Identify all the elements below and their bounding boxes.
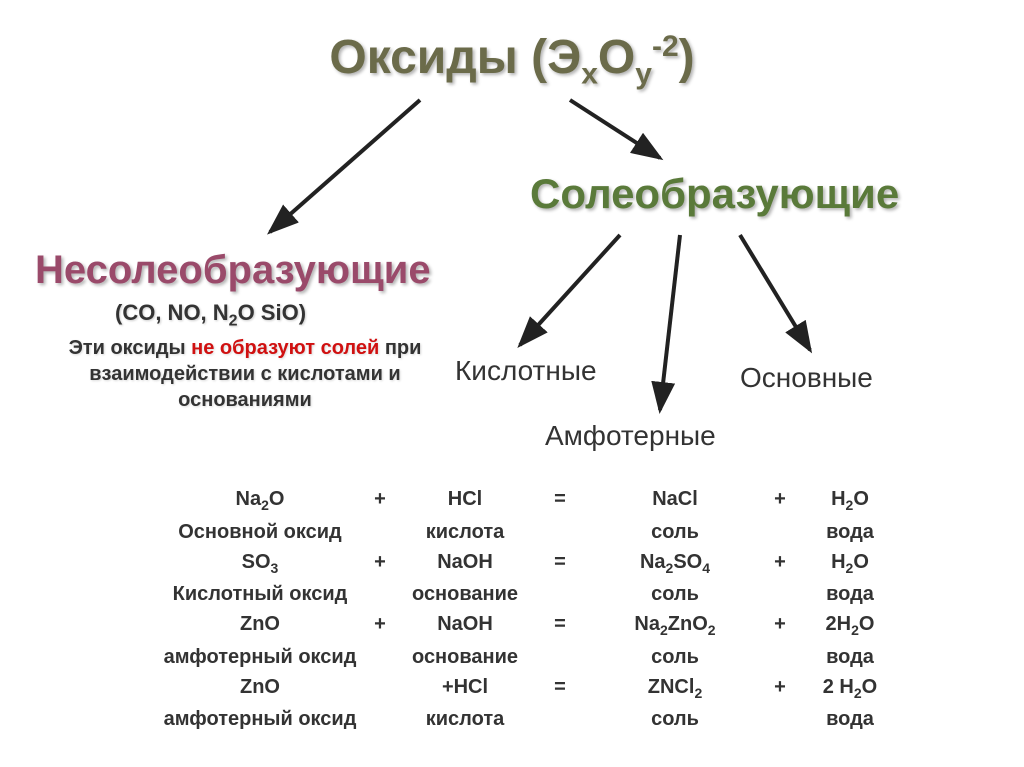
non-salt-examples: (CO, NO, N2O SiO)	[115, 300, 306, 330]
equation-row: ZnO+HCl=ZNCl2+2 H2O	[160, 673, 920, 704]
title-prefix: Оксиды (Э	[329, 31, 581, 84]
nse-prefix: (CO, NO, N	[115, 300, 229, 325]
nse-sub: 2	[229, 312, 238, 329]
nse-suffix: O SiO)	[238, 300, 306, 325]
equation-row: SO3+NaOH=Na2SO4+H2O	[160, 548, 920, 579]
label-row: Основной оксидкислотасольвода	[160, 518, 920, 546]
title-sub1: х	[581, 58, 598, 91]
title-mid: О	[598, 31, 635, 84]
equations-block: Na2O+HCl=NaCl+H2OОсновной оксидкислотасо…	[160, 485, 920, 735]
equation-row: ZnO+NaOH=Na2ZnO2+2H2O	[160, 610, 920, 641]
amphoteric-label: Амфотерные	[545, 420, 716, 452]
title-sup: -2	[652, 30, 679, 63]
nsd-a: Эти оксиды	[69, 337, 192, 359]
equation-row: Na2O+HCl=NaCl+H2O	[160, 485, 920, 516]
nsd-highlight: не образуют солей	[191, 337, 379, 359]
acidic-label: Кислотные	[455, 355, 597, 387]
non-salt-forming-label: Несолеобразующие	[35, 248, 431, 293]
salt-forming-label: Солеобразующие	[530, 170, 899, 218]
label-row: амфотерный оксидоснованиесольвода	[160, 643, 920, 671]
non-salt-description: Эти оксиды не образуют солей при взаимод…	[45, 335, 445, 413]
title-suffix: )	[679, 31, 695, 84]
page-title: Оксиды (ЭхОу-2)	[329, 30, 694, 92]
label-row: Кислотный оксидоснованиесольвода	[160, 580, 920, 608]
label-row: амфотерный оксидкислотасольвода	[160, 705, 920, 733]
title-sub2: у	[635, 58, 652, 91]
basic-label: Основные	[740, 362, 873, 394]
